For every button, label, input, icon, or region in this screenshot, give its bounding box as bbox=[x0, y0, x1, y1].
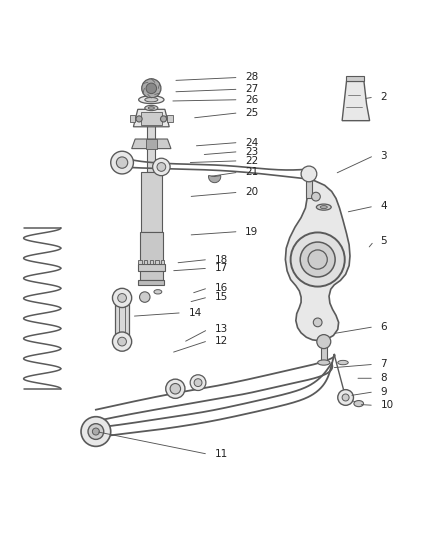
Circle shape bbox=[301, 166, 317, 182]
Text: 13: 13 bbox=[215, 325, 228, 334]
Text: 28: 28 bbox=[245, 72, 258, 83]
Bar bbox=[161, 261, 164, 264]
Ellipse shape bbox=[318, 360, 330, 365]
Circle shape bbox=[317, 335, 331, 349]
Text: 16: 16 bbox=[215, 283, 228, 293]
Text: 6: 6 bbox=[381, 322, 387, 332]
Bar bbox=[140, 231, 162, 280]
Circle shape bbox=[194, 379, 202, 386]
Circle shape bbox=[81, 417, 111, 446]
Polygon shape bbox=[342, 82, 370, 120]
Bar bbox=[141, 172, 162, 231]
Wedge shape bbox=[208, 175, 221, 183]
Circle shape bbox=[118, 337, 127, 346]
Polygon shape bbox=[132, 139, 171, 149]
Circle shape bbox=[111, 151, 134, 174]
Text: 8: 8 bbox=[381, 373, 387, 383]
Circle shape bbox=[92, 428, 99, 435]
Circle shape bbox=[113, 332, 132, 351]
Circle shape bbox=[311, 192, 320, 201]
Text: 17: 17 bbox=[215, 263, 228, 273]
Circle shape bbox=[113, 288, 132, 308]
Text: 5: 5 bbox=[381, 236, 387, 246]
Circle shape bbox=[152, 158, 170, 176]
Text: 9: 9 bbox=[381, 387, 387, 397]
Text: 23: 23 bbox=[245, 147, 258, 157]
Circle shape bbox=[342, 394, 349, 401]
Bar bbox=[306, 174, 311, 198]
Text: 26: 26 bbox=[245, 95, 258, 104]
Bar bbox=[138, 280, 164, 285]
Circle shape bbox=[157, 163, 166, 171]
Text: 2: 2 bbox=[381, 92, 387, 102]
Circle shape bbox=[117, 157, 128, 168]
Text: 24: 24 bbox=[245, 138, 258, 148]
Text: 21: 21 bbox=[245, 167, 258, 177]
Ellipse shape bbox=[354, 400, 364, 407]
Text: 7: 7 bbox=[381, 359, 387, 369]
Bar bbox=[141, 112, 162, 125]
Circle shape bbox=[142, 79, 161, 98]
Text: 11: 11 bbox=[215, 449, 228, 459]
Ellipse shape bbox=[139, 96, 164, 103]
Ellipse shape bbox=[148, 107, 154, 109]
Bar bbox=[146, 139, 156, 149]
Ellipse shape bbox=[145, 106, 158, 111]
Polygon shape bbox=[134, 109, 169, 127]
Text: 15: 15 bbox=[215, 292, 228, 302]
Circle shape bbox=[313, 318, 322, 327]
Circle shape bbox=[160, 116, 166, 122]
Circle shape bbox=[166, 379, 185, 398]
Text: 12: 12 bbox=[215, 336, 228, 346]
Circle shape bbox=[338, 390, 353, 405]
Ellipse shape bbox=[316, 204, 331, 210]
Text: 10: 10 bbox=[381, 400, 394, 410]
Ellipse shape bbox=[320, 206, 327, 208]
Bar bbox=[167, 116, 173, 123]
Bar bbox=[346, 76, 364, 82]
Text: 18: 18 bbox=[215, 255, 228, 264]
Circle shape bbox=[308, 250, 327, 269]
Ellipse shape bbox=[154, 289, 162, 294]
Circle shape bbox=[290, 232, 345, 287]
Bar bbox=[130, 116, 135, 123]
Circle shape bbox=[300, 242, 335, 277]
Circle shape bbox=[140, 292, 150, 302]
Circle shape bbox=[146, 83, 156, 94]
Bar bbox=[138, 264, 165, 271]
Bar bbox=[138, 261, 142, 264]
Circle shape bbox=[136, 116, 142, 122]
Bar bbox=[115, 298, 130, 342]
Text: 3: 3 bbox=[381, 151, 387, 160]
Text: 20: 20 bbox=[245, 187, 258, 197]
Bar bbox=[155, 261, 159, 264]
Circle shape bbox=[170, 384, 180, 394]
Text: 19: 19 bbox=[245, 227, 258, 237]
Ellipse shape bbox=[145, 98, 158, 102]
Text: 27: 27 bbox=[245, 84, 258, 94]
Text: 14: 14 bbox=[188, 308, 201, 318]
Text: 22: 22 bbox=[245, 156, 258, 166]
Text: 4: 4 bbox=[381, 201, 387, 211]
Polygon shape bbox=[286, 179, 350, 341]
Circle shape bbox=[118, 294, 127, 302]
Ellipse shape bbox=[338, 360, 348, 365]
Bar bbox=[144, 261, 148, 264]
Bar bbox=[148, 123, 155, 172]
Text: 25: 25 bbox=[245, 108, 258, 118]
Bar bbox=[150, 261, 153, 264]
Circle shape bbox=[88, 424, 104, 439]
Bar bbox=[321, 342, 327, 362]
Circle shape bbox=[190, 375, 206, 391]
